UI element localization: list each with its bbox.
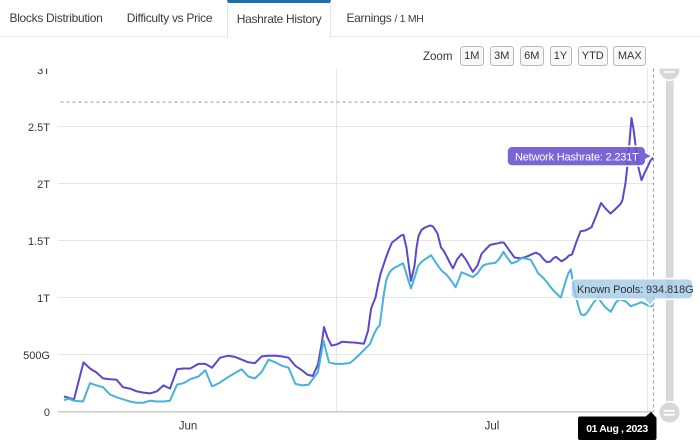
svg-text:01 Aug , 2023: 01 Aug , 2023 (586, 423, 648, 435)
svg-text:0: 0 (44, 407, 50, 419)
svg-text:2T: 2T (37, 179, 50, 191)
svg-text:3T: 3T (37, 65, 50, 77)
svg-text:500G: 500G (23, 350, 50, 362)
svg-text:Jun: Jun (179, 421, 198, 433)
svg-text:1T: 1T (37, 293, 50, 305)
svg-text:Network Hashrate: 2.231T: Network Hashrate: 2.231T (515, 151, 639, 163)
svg-text:1.5T: 1.5T (28, 236, 50, 248)
svg-text:Known Pools: 934.818G: Known Pools: 934.818G (577, 284, 694, 296)
svg-text:2.5T: 2.5T (28, 122, 50, 134)
svg-text:Jul: Jul (485, 421, 500, 433)
